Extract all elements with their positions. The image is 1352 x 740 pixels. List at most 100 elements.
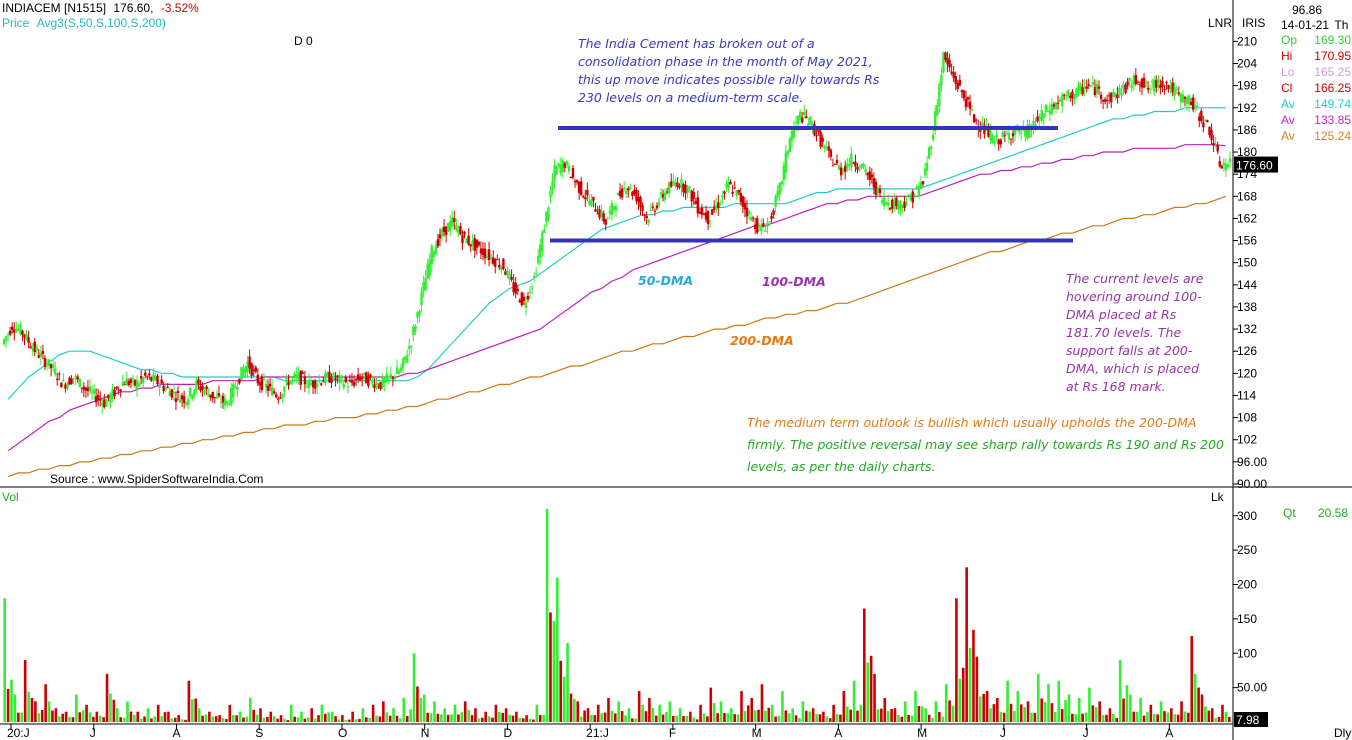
volume-bar [999, 711, 1003, 722]
candle-body [1179, 93, 1183, 103]
candle-body [612, 206, 616, 210]
candle-body [811, 122, 814, 127]
candle-body [715, 205, 718, 210]
volume-bar [1050, 703, 1054, 722]
volume-bar [839, 714, 842, 722]
candle-body [778, 183, 781, 195]
candle-body [960, 90, 964, 92]
volume-bar [890, 708, 893, 722]
candle-body [289, 380, 292, 384]
volume-bar [337, 719, 341, 722]
candle-body [1124, 84, 1127, 93]
price-tick-label: 204 [1237, 57, 1257, 71]
volume-bar [624, 715, 627, 722]
volume-bar [191, 699, 194, 722]
candle-body [375, 382, 378, 386]
candle-body [1097, 86, 1101, 89]
candle-body [1099, 94, 1103, 100]
candle-body [749, 217, 753, 221]
volume-bar [1081, 713, 1084, 722]
volume-bar [811, 708, 815, 722]
volume-bar [654, 715, 658, 722]
candle-body [270, 387, 274, 396]
candle-body [242, 368, 245, 377]
candle-body [606, 218, 609, 220]
candle-body [387, 376, 390, 378]
candle-body [569, 176, 573, 179]
volume-bar [1224, 711, 1228, 722]
candle-body [436, 239, 440, 247]
candle-body [633, 189, 636, 195]
volume-bar [951, 705, 955, 722]
candle-body [598, 209, 601, 218]
candle-body [62, 380, 65, 382]
dma100-label: 100-DMA [762, 274, 826, 289]
volume-bar [822, 711, 825, 722]
ohlc-row: Av 149.74 [1281, 96, 1351, 112]
scale-mode[interactable]: LNR [1208, 16, 1233, 30]
candle-body [690, 190, 693, 202]
volume-bar [122, 717, 126, 722]
candle-body [477, 241, 481, 246]
volume-bar [1214, 718, 1217, 722]
volume-bar [961, 667, 965, 722]
candle-body [1091, 82, 1095, 85]
candle-body [320, 383, 323, 385]
candle-body [770, 215, 773, 220]
volume-bar [436, 713, 440, 722]
candle-body [1060, 94, 1064, 107]
candle-body [944, 52, 947, 61]
volume-bar [98, 715, 102, 722]
volume-bar [607, 697, 610, 722]
volume-bar [433, 701, 436, 722]
candle-body [473, 238, 476, 251]
candle-body [565, 161, 569, 166]
time-tick-label: F [669, 726, 676, 740]
time-tick-label: J [90, 726, 96, 740]
volume-bar [467, 709, 470, 722]
volume-bar [484, 711, 487, 722]
candle-body [96, 394, 100, 400]
volume-bar [341, 715, 344, 722]
period-label[interactable]: Dly [1334, 726, 1352, 740]
price-candles [2, 51, 1232, 414]
candle-body [514, 282, 517, 294]
candle-body [1040, 110, 1043, 122]
candle-body [209, 394, 212, 398]
candle-body [313, 380, 317, 389]
candle-body [326, 372, 329, 377]
candle-body [745, 207, 749, 217]
candle-body [1046, 110, 1050, 112]
volume-bar [320, 704, 324, 722]
time-tick-label: N [421, 726, 430, 740]
volume-bar [532, 719, 535, 722]
candle-body [119, 389, 122, 392]
candle-body [160, 379, 163, 384]
time-tick-label: 20:J [7, 726, 30, 740]
candle-body [995, 134, 998, 138]
volume-bar [579, 716, 583, 722]
volume-bar [989, 708, 992, 722]
time-tick-label: S [255, 726, 263, 740]
candle-body [831, 165, 835, 167]
candle-body [751, 217, 755, 219]
volume-bar [590, 714, 593, 722]
candle-body [86, 387, 90, 392]
candle-body [1020, 132, 1023, 134]
candle-body [870, 174, 874, 178]
candle-body [146, 376, 149, 378]
candle-body [1144, 81, 1148, 83]
candle-body [1075, 88, 1078, 98]
volume-bar [975, 656, 979, 722]
candle-body [191, 394, 194, 399]
volume-bar [313, 718, 317, 722]
candle-body [545, 211, 548, 222]
candle-body [686, 186, 689, 194]
candle-body [704, 212, 708, 220]
candle-body [956, 82, 959, 89]
candle-body [109, 394, 112, 403]
volume-bar [569, 693, 573, 722]
candle-body [207, 393, 210, 397]
volume-bar [784, 710, 788, 722]
volume-bar [515, 711, 518, 722]
